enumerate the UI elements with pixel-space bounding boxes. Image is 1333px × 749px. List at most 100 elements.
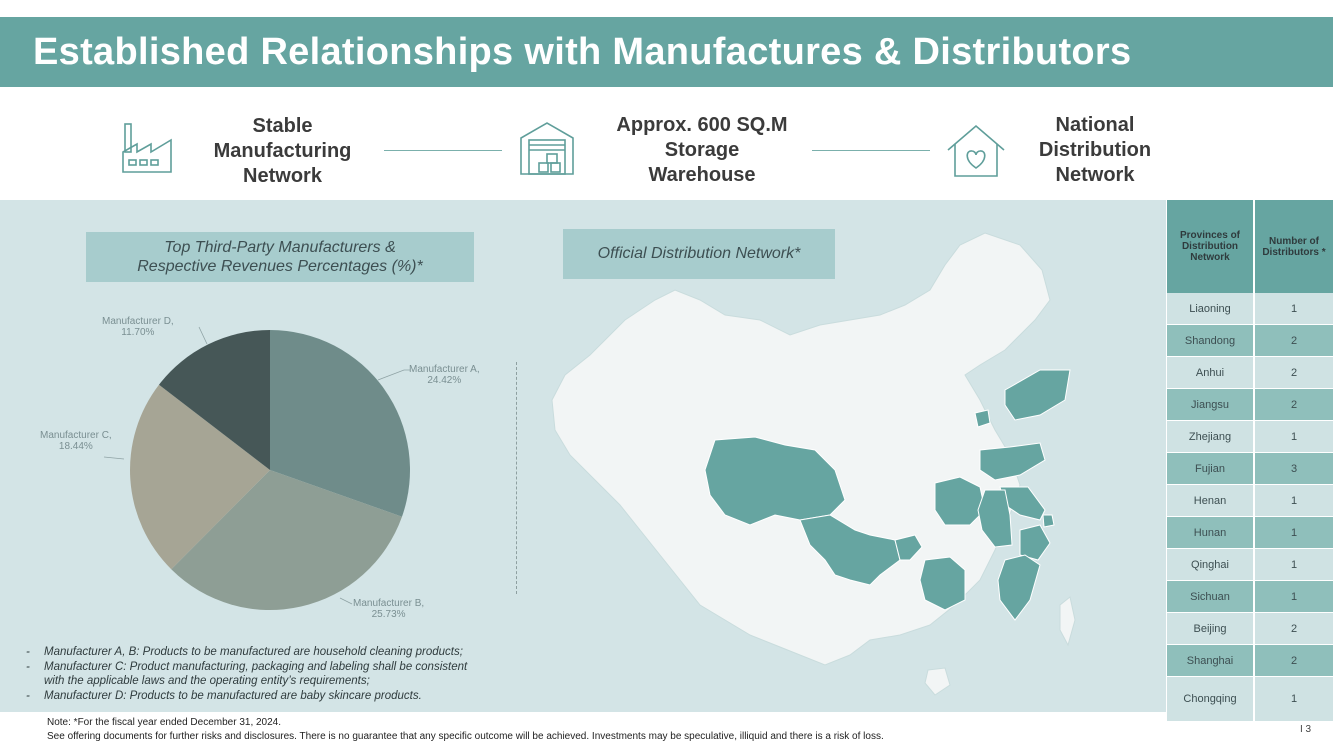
note-row: - Manufacturer A, B: Products to be manuf… — [26, 646, 463, 658]
distributor-count-cell: 2 — [1255, 357, 1333, 388]
table-body: Liaoning 1 Shandong 2 Anhui 2 Jiangsu 2 Zhejiang… — [1167, 293, 1333, 722]
distributor-count-cell: 2 — [1255, 325, 1333, 356]
note-text: with the applicable laws and the operati… — [44, 675, 370, 687]
pie-label-name: Manufacturer D, — [102, 316, 174, 327]
pie-label-d: Manufacturer D, 11.70% — [102, 316, 174, 338]
pie-slice-manufacturer-d — [158, 330, 270, 470]
header-distributors: Number of Distributors * — [1255, 200, 1333, 293]
table-row: Liaoning 1 — [1167, 293, 1333, 325]
table-row: Fujian 3 — [1167, 453, 1333, 485]
region-chongqing — [894, 534, 923, 561]
note-text: Manufacturer D: Products to be manufactu… — [44, 689, 422, 702]
distributor-count-cell: 3 — [1255, 453, 1333, 484]
table-row: Shandong 2 — [1167, 325, 1333, 357]
footer: Note: *For the fiscal year ended Decembe… — [47, 716, 884, 744]
table-row: Sichuan 1 — [1167, 581, 1333, 613]
distribution-table: Provinces of Distribution Network Number… — [1167, 200, 1333, 722]
province-cell: Beijing — [1167, 613, 1255, 644]
region-liaoning — [1004, 369, 1071, 421]
table-row: Zhejiang 1 — [1167, 421, 1333, 453]
region-henan — [934, 476, 986, 526]
pie-label-name: Manufacturer B, — [353, 598, 425, 609]
pie-label-c: Manufacturer C, 18.44% — [40, 430, 112, 452]
note-row: - Manufacturer D: Products to be manufact… — [26, 689, 422, 702]
notes: - Manufacturer A, B: Products to be manuf… — [26, 645, 467, 703]
region-zhejiang — [1019, 524, 1051, 561]
feature-manufacturing: Stable Manufacturing Network — [190, 114, 375, 189]
distributor-count-cell: 1 — [1255, 517, 1333, 548]
connector-line — [812, 150, 930, 151]
distributor-count-cell: 1 — [1255, 421, 1333, 452]
pie-slice-manufacturer-b — [171, 470, 402, 611]
province-cell: Anhui — [1167, 357, 1255, 388]
feature-line: National — [1055, 114, 1135, 136]
distributor-count-cell: 1 — [1255, 677, 1333, 721]
table-row: Jiangsu 2 — [1167, 389, 1333, 421]
table-row: Anhui 2 — [1167, 357, 1333, 389]
page-title: Established Relationships with Manufactu… — [33, 31, 1132, 73]
feature-line: Storage — [664, 139, 740, 161]
distributor-count-cell: 1 — [1255, 485, 1333, 516]
feature-warehouse: Approx. 600 SQ.M Storage Warehouse — [592, 113, 812, 188]
footer-note: Note: *For the fiscal year ended Decembe… — [47, 717, 282, 728]
distributor-count-cell: 2 — [1255, 613, 1333, 644]
feature-line: Distribution — [1038, 139, 1152, 161]
pie-title-line: Respective Revenues Percentages (%)* — [137, 258, 423, 275]
warehouse-icon — [520, 122, 574, 175]
feature-line: Network — [243, 165, 322, 187]
region-fujian — [997, 554, 1041, 621]
province-cell: Henan — [1167, 485, 1255, 516]
title-bar: Established Relationships with Manufactu… — [0, 17, 1333, 87]
footer-disclaimer: See offering documents for further risks… — [47, 731, 884, 742]
note-text: Manufacturer C: Product manufacturing, p… — [44, 660, 468, 673]
pie-label-a: Manufacturer A, 24.42% — [409, 364, 480, 386]
region-hunan — [919, 556, 966, 611]
province-cell: Jiangsu — [1167, 389, 1255, 420]
pie-label-name: Manufacturer C, — [40, 430, 112, 441]
region-sichuan — [799, 514, 901, 586]
pie-slice-manufacturer-c — [130, 384, 270, 570]
table-row: Shanghai 2 — [1167, 645, 1333, 677]
table-row: Qinghai 1 — [1167, 549, 1333, 581]
region-shanghai — [1042, 514, 1055, 528]
pie-label-value: 11.70% — [121, 327, 155, 338]
region-anhui — [977, 489, 1013, 548]
table-header: Provinces of Distribution Network Number… — [1167, 200, 1333, 293]
pie-chart — [130, 330, 411, 611]
house-heart-icon — [947, 124, 1005, 177]
distributor-count-cell: 1 — [1255, 581, 1333, 612]
province-cell: Fujian — [1167, 453, 1255, 484]
note-row: with the applicable laws and the operati… — [26, 674, 467, 689]
header-provinces: Provinces of Distribution Network — [1167, 200, 1255, 293]
factory-icon — [122, 123, 172, 173]
feature-line: Warehouse — [648, 164, 756, 186]
province-cell: Chongqing — [1167, 677, 1255, 721]
feature-line: Network — [1055, 164, 1135, 186]
table-row: Hunan 1 — [1167, 517, 1333, 549]
table-row: Beijing 2 — [1167, 613, 1333, 645]
pie-title-line: Top Third-Party Manufacturers & — [164, 239, 396, 256]
table-row: Henan 1 — [1167, 485, 1333, 517]
province-cell: Qinghai — [1167, 549, 1255, 580]
pie-slice-manufacturer-a — [270, 330, 411, 517]
distributor-count-cell: 2 — [1255, 645, 1333, 676]
distributor-count-cell: 2 — [1255, 389, 1333, 420]
province-cell: Sichuan — [1167, 581, 1255, 612]
pie-label-b: Manufacturer B, 25.73% — [353, 598, 424, 620]
province-cell: Zhejiang — [1167, 421, 1255, 452]
note-row: - Manufacturer C: Product manufacturing, … — [26, 660, 468, 673]
region-beijing — [974, 409, 991, 428]
province-cell: Shanghai — [1167, 645, 1255, 676]
pie-label-value: 18.44% — [58, 441, 93, 452]
feature-line: Manufacturing — [213, 140, 352, 162]
pie-title-box: Top Third-Party Manufacturers & Respecti… — [86, 232, 474, 282]
connector-line — [384, 150, 502, 151]
hainan-island — [924, 667, 951, 696]
feature-line: Stable — [252, 115, 313, 137]
china-map — [551, 232, 1076, 696]
map-title-box: Official Distribution Network* — [563, 229, 835, 279]
province-cell: Liaoning — [1167, 293, 1255, 324]
region-shandong — [979, 442, 1046, 481]
province-cell: Hunan — [1167, 517, 1255, 548]
